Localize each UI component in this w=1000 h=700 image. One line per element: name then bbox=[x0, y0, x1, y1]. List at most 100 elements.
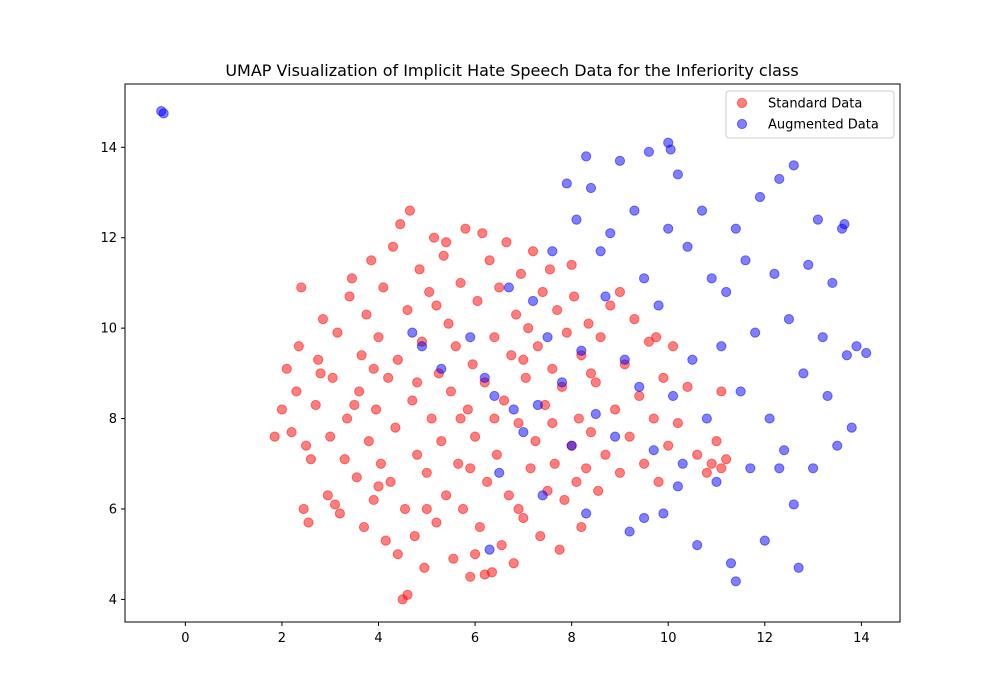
data-point-series-0 bbox=[465, 571, 476, 582]
data-point-series-1 bbox=[716, 341, 727, 352]
data-point-series-0 bbox=[535, 531, 546, 542]
data-point-series-1 bbox=[595, 246, 606, 257]
y-tick-label: 8 bbox=[109, 412, 117, 427]
data-point-series-1 bbox=[600, 291, 611, 302]
data-point-series-0 bbox=[315, 368, 326, 379]
data-point-series-0 bbox=[453, 458, 464, 469]
data-point-series-0 bbox=[503, 490, 514, 501]
data-point-series-0 bbox=[474, 521, 486, 533]
data-point-series-0 bbox=[701, 467, 712, 478]
data-point-series-0 bbox=[412, 449, 423, 460]
data-point-series-1 bbox=[629, 205, 640, 216]
data-point-series-1 bbox=[682, 241, 693, 252]
data-point-series-0 bbox=[414, 264, 425, 275]
data-point-series-1 bbox=[571, 214, 582, 225]
data-point-series-0 bbox=[436, 436, 447, 447]
y-tick-label: 14 bbox=[100, 141, 117, 156]
legend-marker-0 bbox=[736, 97, 748, 109]
x-tick-label: 8 bbox=[568, 631, 576, 646]
data-point-series-0 bbox=[477, 228, 488, 239]
data-point-series-0 bbox=[552, 304, 563, 316]
data-point-series-0 bbox=[438, 250, 449, 261]
plot-frame bbox=[124, 83, 901, 623]
data-point-series-0 bbox=[629, 313, 640, 325]
data-point-series-1 bbox=[407, 327, 418, 338]
chart-title: UMAP Visualization of Implicit Hate Spee… bbox=[225, 61, 798, 80]
data-point-series-1 bbox=[692, 540, 703, 551]
data-point-series-0 bbox=[554, 544, 565, 555]
data-point-series-1 bbox=[556, 377, 568, 388]
data-point-series-1 bbox=[619, 354, 630, 365]
data-point-series-0 bbox=[523, 323, 534, 334]
data-point-series-1 bbox=[489, 390, 500, 402]
data-point-series-1 bbox=[817, 332, 828, 343]
data-point-series-0 bbox=[380, 535, 391, 546]
data-point-series-1 bbox=[508, 404, 519, 415]
data-point-series-0 bbox=[327, 372, 338, 383]
data-point-series-0 bbox=[721, 454, 732, 465]
data-point-series-0 bbox=[600, 449, 611, 460]
data-point-series-0 bbox=[356, 350, 367, 361]
data-point-series-0 bbox=[402, 304, 413, 316]
data-point-series-0 bbox=[658, 372, 669, 383]
data-point-series-1 bbox=[827, 277, 838, 289]
data-point-series-1 bbox=[479, 372, 490, 383]
data-point-series-0 bbox=[293, 341, 304, 352]
data-point-series-0 bbox=[412, 377, 423, 388]
data-point-series-0 bbox=[638, 458, 650, 469]
data-point-series-0 bbox=[544, 264, 556, 275]
data-point-series-0 bbox=[479, 569, 490, 580]
data-point-series-1 bbox=[581, 151, 592, 162]
data-point-series-0 bbox=[342, 413, 353, 424]
data-point-series-1 bbox=[634, 381, 645, 393]
x-tick-label: 12 bbox=[757, 631, 774, 646]
data-point-series-1 bbox=[793, 562, 804, 573]
data-point-series-0 bbox=[716, 463, 727, 474]
data-point-series-1 bbox=[663, 223, 674, 234]
data-point-series-0 bbox=[281, 363, 292, 374]
x-tick-label: 10 bbox=[660, 631, 677, 646]
data-point-series-1 bbox=[740, 255, 751, 266]
data-point-series-1 bbox=[638, 512, 650, 524]
data-point-series-0 bbox=[576, 521, 587, 533]
data-point-series-0 bbox=[610, 404, 621, 415]
data-point-series-0 bbox=[291, 386, 302, 397]
legend-box bbox=[725, 90, 895, 139]
data-point-series-1 bbox=[861, 347, 872, 359]
data-point-series-0 bbox=[663, 440, 674, 451]
data-point-series-1 bbox=[532, 399, 543, 411]
data-point-series-0 bbox=[370, 404, 382, 415]
data-point-series-0 bbox=[354, 386, 365, 397]
data-point-series-0 bbox=[547, 417, 558, 429]
data-point-series-0 bbox=[643, 336, 655, 347]
data-point-series-0 bbox=[605, 300, 616, 311]
data-point-series-0 bbox=[682, 381, 693, 393]
data-point-series-1 bbox=[735, 386, 746, 397]
data-point-series-1 bbox=[566, 440, 577, 451]
data-point-series-0 bbox=[520, 372, 531, 383]
data-point-series-0 bbox=[549, 458, 560, 469]
data-point-series-0 bbox=[431, 300, 442, 311]
data-point-series-1 bbox=[750, 327, 761, 338]
data-point-series-0 bbox=[484, 255, 495, 266]
data-point-series-1 bbox=[788, 160, 799, 171]
data-point-series-1 bbox=[518, 427, 529, 438]
x-tick-label: 6 bbox=[471, 631, 479, 646]
data-point-series-0 bbox=[527, 246, 539, 257]
data-point-series-0 bbox=[286, 427, 297, 438]
data-point-series-0 bbox=[303, 517, 314, 528]
data-point-series-1 bbox=[503, 282, 514, 293]
data-point-series-0 bbox=[711, 436, 722, 447]
data-point-series-0 bbox=[648, 413, 659, 424]
legend-label-1: Augmented Data bbox=[768, 118, 879, 133]
data-point-series-1 bbox=[721, 286, 732, 298]
data-point-series-1 bbox=[832, 440, 843, 451]
data-point-series-1 bbox=[725, 558, 737, 569]
data-point-series-0 bbox=[387, 241, 399, 252]
data-point-series-0 bbox=[448, 553, 459, 564]
data-point-series-0 bbox=[428, 232, 440, 243]
data-point-series-0 bbox=[366, 255, 377, 266]
data-point-series-0 bbox=[651, 332, 662, 343]
data-point-series-0 bbox=[496, 540, 507, 551]
data-point-series-0 bbox=[491, 449, 502, 460]
